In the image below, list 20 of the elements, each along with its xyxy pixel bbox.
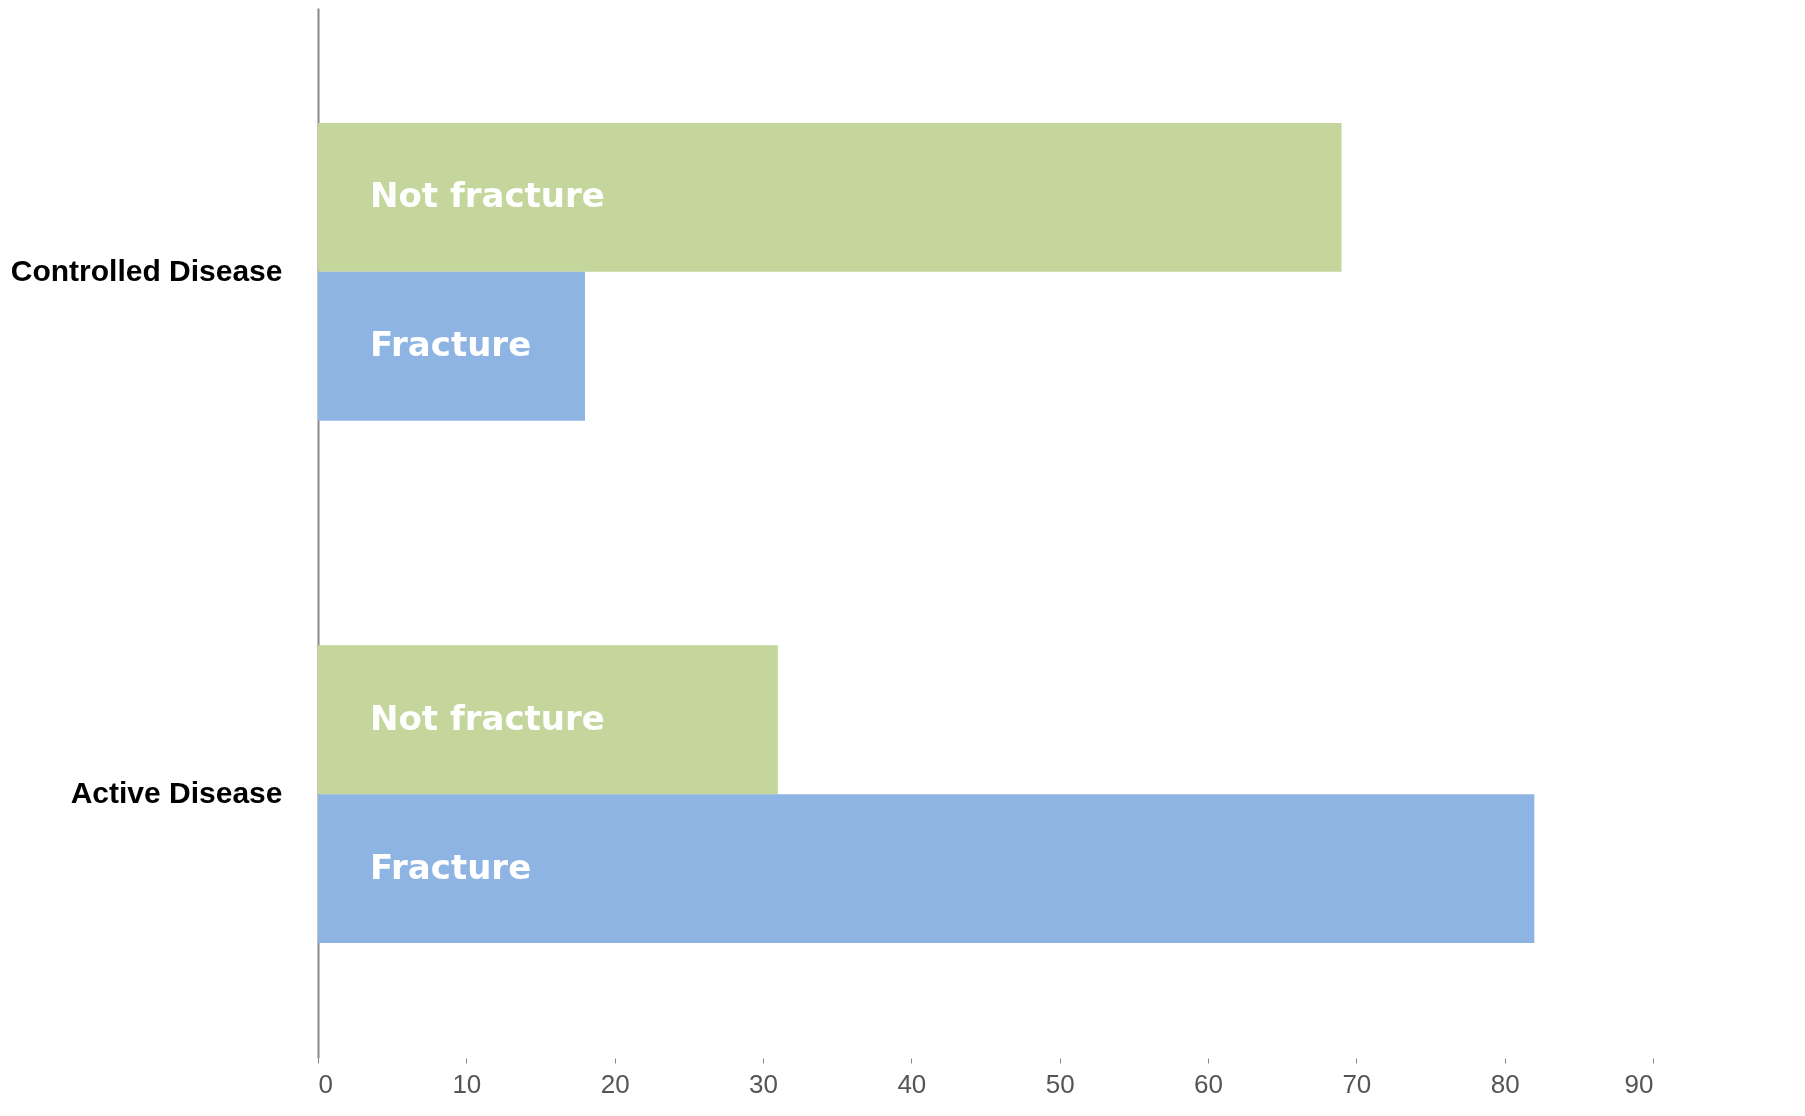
text: Fracture xyxy=(370,846,532,887)
bar xyxy=(318,794,1535,944)
series-label: Fracture xyxy=(370,324,532,365)
x-tick-label: 30 xyxy=(749,1068,778,1099)
bar xyxy=(318,645,778,795)
y-tick-label: Controlled Disease xyxy=(10,253,283,287)
x-tick-label: 80 xyxy=(1490,1068,1520,1099)
bar xyxy=(318,122,1342,272)
x-tick-label: 50 xyxy=(1045,1068,1075,1099)
x-tick-label: 40 xyxy=(897,1068,927,1099)
x-tick-label: 20 xyxy=(600,1068,630,1099)
y-tick-label: Active Disease xyxy=(70,776,283,810)
series-label: Not fracture xyxy=(370,175,605,216)
x-tick-label: 90 xyxy=(1624,1068,1654,1099)
x-tick-label: 70 xyxy=(1342,1068,1372,1099)
x-tick-label: 10 xyxy=(452,1068,482,1099)
text: Not fracture xyxy=(370,697,605,738)
x-tick-label: 0 xyxy=(318,1068,333,1099)
bar xyxy=(318,271,585,421)
x-tick-label: 60 xyxy=(1194,1068,1223,1099)
